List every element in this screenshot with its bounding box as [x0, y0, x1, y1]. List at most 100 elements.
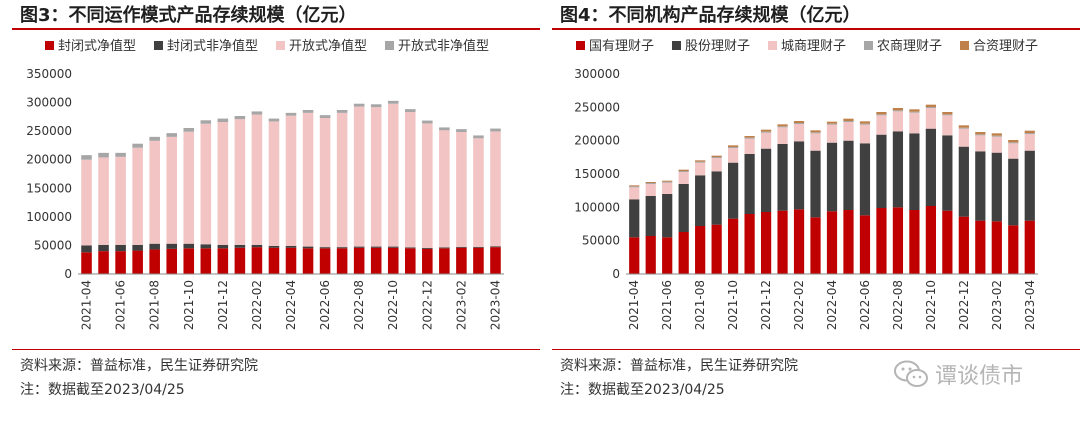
bar-segment — [183, 243, 195, 249]
bar-segment — [975, 132, 986, 135]
bar-segment — [793, 123, 805, 124]
bar-segment — [473, 138, 484, 247]
x-tick-label: 2022-04 — [825, 280, 839, 330]
bar-segment — [711, 157, 722, 158]
bar-segment — [909, 210, 920, 274]
bar-segment — [98, 152, 109, 158]
bar-segment — [728, 218, 739, 274]
bar-segment — [925, 128, 936, 206]
bar-segment — [678, 169, 689, 171]
bar-segment — [439, 247, 450, 249]
bar-segment — [777, 127, 788, 144]
bar-segment — [975, 151, 986, 221]
bar-segment — [387, 247, 399, 274]
bar-segment — [183, 128, 195, 132]
bar-segment — [302, 246, 314, 249]
bar-segment — [81, 245, 92, 253]
bar-segment — [490, 131, 501, 247]
bar-segment — [629, 187, 640, 200]
y-tick-label: 150000 — [26, 181, 72, 195]
legend-label: 股份理财子 — [685, 39, 750, 54]
bar-segment — [942, 114, 953, 116]
watermark-text: 谭谈债市 — [935, 364, 1024, 389]
bar-segment — [404, 247, 416, 249]
bar-segment — [925, 108, 936, 129]
bar-segment — [439, 127, 450, 131]
source-text: 资料来源：普益标准，民生证券研究院 — [20, 358, 258, 374]
bar-segment — [662, 182, 673, 194]
x-tick-label: 2022-02 — [250, 280, 264, 330]
x-tick-label: 2021-08 — [148, 280, 162, 330]
bar-segment — [892, 108, 904, 111]
bar-segment — [268, 247, 280, 274]
bar-segment — [760, 148, 772, 212]
bar-segment — [302, 112, 314, 247]
bar-segment — [370, 107, 382, 247]
bar-segment — [251, 247, 263, 274]
y-tick-label: 0 — [612, 267, 620, 281]
bar-segment — [728, 147, 739, 148]
bar-segment — [200, 123, 212, 245]
bar-segment — [115, 156, 126, 245]
bar-segment — [695, 226, 706, 274]
bar-segment — [678, 172, 689, 184]
bar-segment — [991, 136, 1002, 153]
bar-segment — [404, 112, 416, 248]
chart-title-bar: 图4：不同机构产品存续规模（亿元） — [552, 0, 1080, 30]
bar-segment — [777, 124, 788, 127]
chart-title: 图4：不同机构产品存续规模（亿元） — [560, 5, 861, 26]
bar-segment — [456, 247, 467, 274]
y-tick-label: 100000 — [574, 200, 620, 214]
bar-segment — [422, 248, 433, 274]
bar-segment — [711, 171, 722, 225]
bar-segment — [744, 138, 755, 154]
bar-segment — [200, 248, 212, 274]
bar-segment — [217, 244, 229, 249]
bar-segment — [645, 236, 656, 274]
y-tick-label: 300000 — [26, 96, 72, 110]
legend-swatch — [960, 41, 969, 50]
bar-segment — [909, 112, 920, 134]
bar-segment — [234, 247, 246, 274]
bar-segment — [942, 112, 953, 115]
bar-segment — [777, 126, 788, 128]
bar-segment — [422, 248, 433, 249]
bar-segment — [810, 130, 821, 133]
bar-segment — [404, 248, 416, 274]
bar-segment — [115, 251, 126, 274]
bar-segment — [876, 208, 887, 274]
bar-segment — [319, 248, 331, 274]
bar-segment — [183, 248, 195, 274]
bar-segment — [166, 136, 178, 244]
bar-segment — [166, 248, 178, 274]
chart-title: 图3：不同运作模式产品存续规模（亿元） — [20, 5, 357, 26]
bar-segment — [473, 246, 484, 248]
y-tick-label: 100000 — [26, 210, 72, 224]
bar-segment — [958, 146, 969, 217]
y-tick-label: 250000 — [26, 124, 72, 138]
bar-segment — [336, 112, 348, 248]
bar-segment — [760, 212, 772, 274]
x-tick-label: 2021-10 — [182, 280, 196, 330]
bar-segment — [81, 155, 92, 160]
chart-right-svg: 国有理财子 股份理财子 城商理财子 农商理财子 合资理财子 0 50000 100000 150… — [574, 39, 1038, 330]
bar-segment — [353, 246, 365, 248]
legend-label: 开放式非净值型 — [398, 38, 489, 54]
x-tick-label: 2021-10 — [726, 280, 740, 330]
bar-segment — [1024, 150, 1035, 221]
bar-segment — [892, 110, 904, 112]
bar-segment — [843, 140, 854, 210]
bar-segment — [319, 118, 331, 248]
note-text: 注：数据截至2023/04/25 — [560, 382, 725, 398]
y-tick-label: 250000 — [574, 100, 620, 114]
chart-panel-left: 图3：不同运作模式产品存续规模（亿元） 封闭式净值型 封闭式非净值型 开放式净值型 开… — [12, 0, 540, 421]
bar-segment — [234, 244, 246, 248]
bar-segment — [662, 181, 673, 183]
bar-segment — [876, 114, 887, 116]
bar-segment — [826, 211, 838, 274]
y-tick-label: 0 — [64, 267, 72, 281]
bar-segment — [1024, 134, 1035, 151]
bar-segment — [777, 210, 788, 274]
bar-segment — [217, 118, 229, 122]
x-tick-label: 2023-04 — [1023, 280, 1037, 330]
